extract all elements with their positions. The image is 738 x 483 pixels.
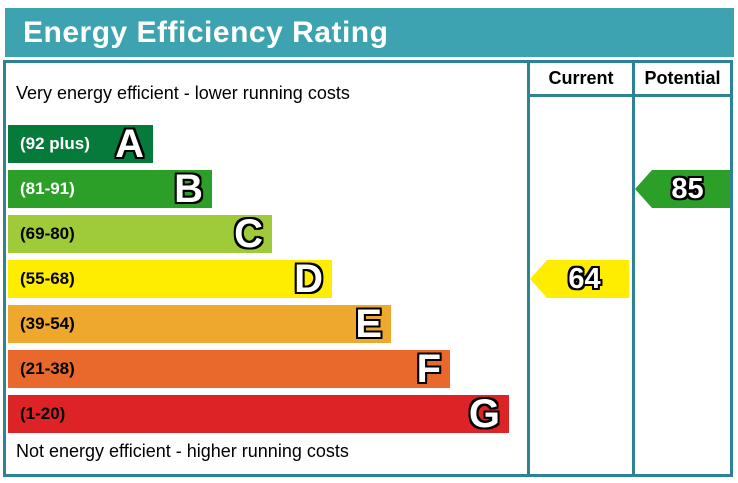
rating-chart: Very energy efficient - lower running co…: [3, 60, 733, 477]
band-range-label: (92 plus): [20, 134, 90, 153]
band-range-label: (1-20): [20, 404, 66, 423]
band-bar-B: (81-91) B: [8, 167, 212, 211]
band-letter: B: [174, 167, 203, 211]
band-row-G: (1-20) G: [8, 392, 509, 440]
current-rating-value: 64: [568, 262, 601, 295]
band-bar-E: (39-54) E: [8, 302, 391, 346]
bottom-label: Not energy efficient - higher running co…: [16, 441, 349, 461]
band-range-label: (69-80): [20, 224, 75, 243]
band-row-F: (21-38) F: [8, 347, 509, 395]
top-label: Very energy efficient - lower running co…: [16, 83, 350, 103]
band-row-E: (39-54) E: [8, 302, 509, 350]
band-range-label: (55-68): [20, 269, 75, 288]
band-bar-D: (55-68) D: [8, 257, 332, 301]
band-letter: D: [294, 257, 323, 301]
band-row-A: (92 plus) A: [8, 122, 509, 170]
potential-column: Potential: [632, 63, 730, 474]
band-letter: G: [468, 392, 500, 436]
band-row-D: (55-68) D: [8, 257, 509, 305]
band-bar-F: (21-38) F: [8, 347, 450, 391]
band-bar-C: (69-80) C: [8, 212, 272, 256]
band-letter: A: [115, 122, 144, 166]
band-letter: E: [355, 302, 382, 346]
band-bar-G: (1-20) G: [8, 392, 509, 436]
page-title: Energy Efficiency Rating: [23, 15, 389, 49]
rating-bands: (92 plus) A (81-91) B (69-80) C (55-68) D (39-54…: [8, 122, 509, 440]
potential-rating-arrow: 85: [635, 170, 730, 208]
band-range-label: (21-38): [20, 359, 75, 378]
band-bar-A: (92 plus) A: [8, 122, 153, 166]
chart-header: Energy Efficiency Rating: [5, 8, 734, 57]
current-rating-arrow: 64: [530, 260, 629, 298]
potential-rating-value: 85: [671, 172, 704, 205]
band-row-C: (69-80) C: [8, 212, 509, 260]
potential-column-header: Potential: [635, 63, 730, 97]
current-column: Current: [527, 63, 632, 474]
band-range-label: (81-91): [20, 179, 75, 198]
band-letter: C: [234, 212, 263, 256]
current-column-header: Current: [530, 63, 632, 97]
band-range-label: (39-54): [20, 314, 75, 333]
band-letter: F: [416, 347, 441, 391]
band-row-B: (81-91) B: [8, 167, 509, 215]
